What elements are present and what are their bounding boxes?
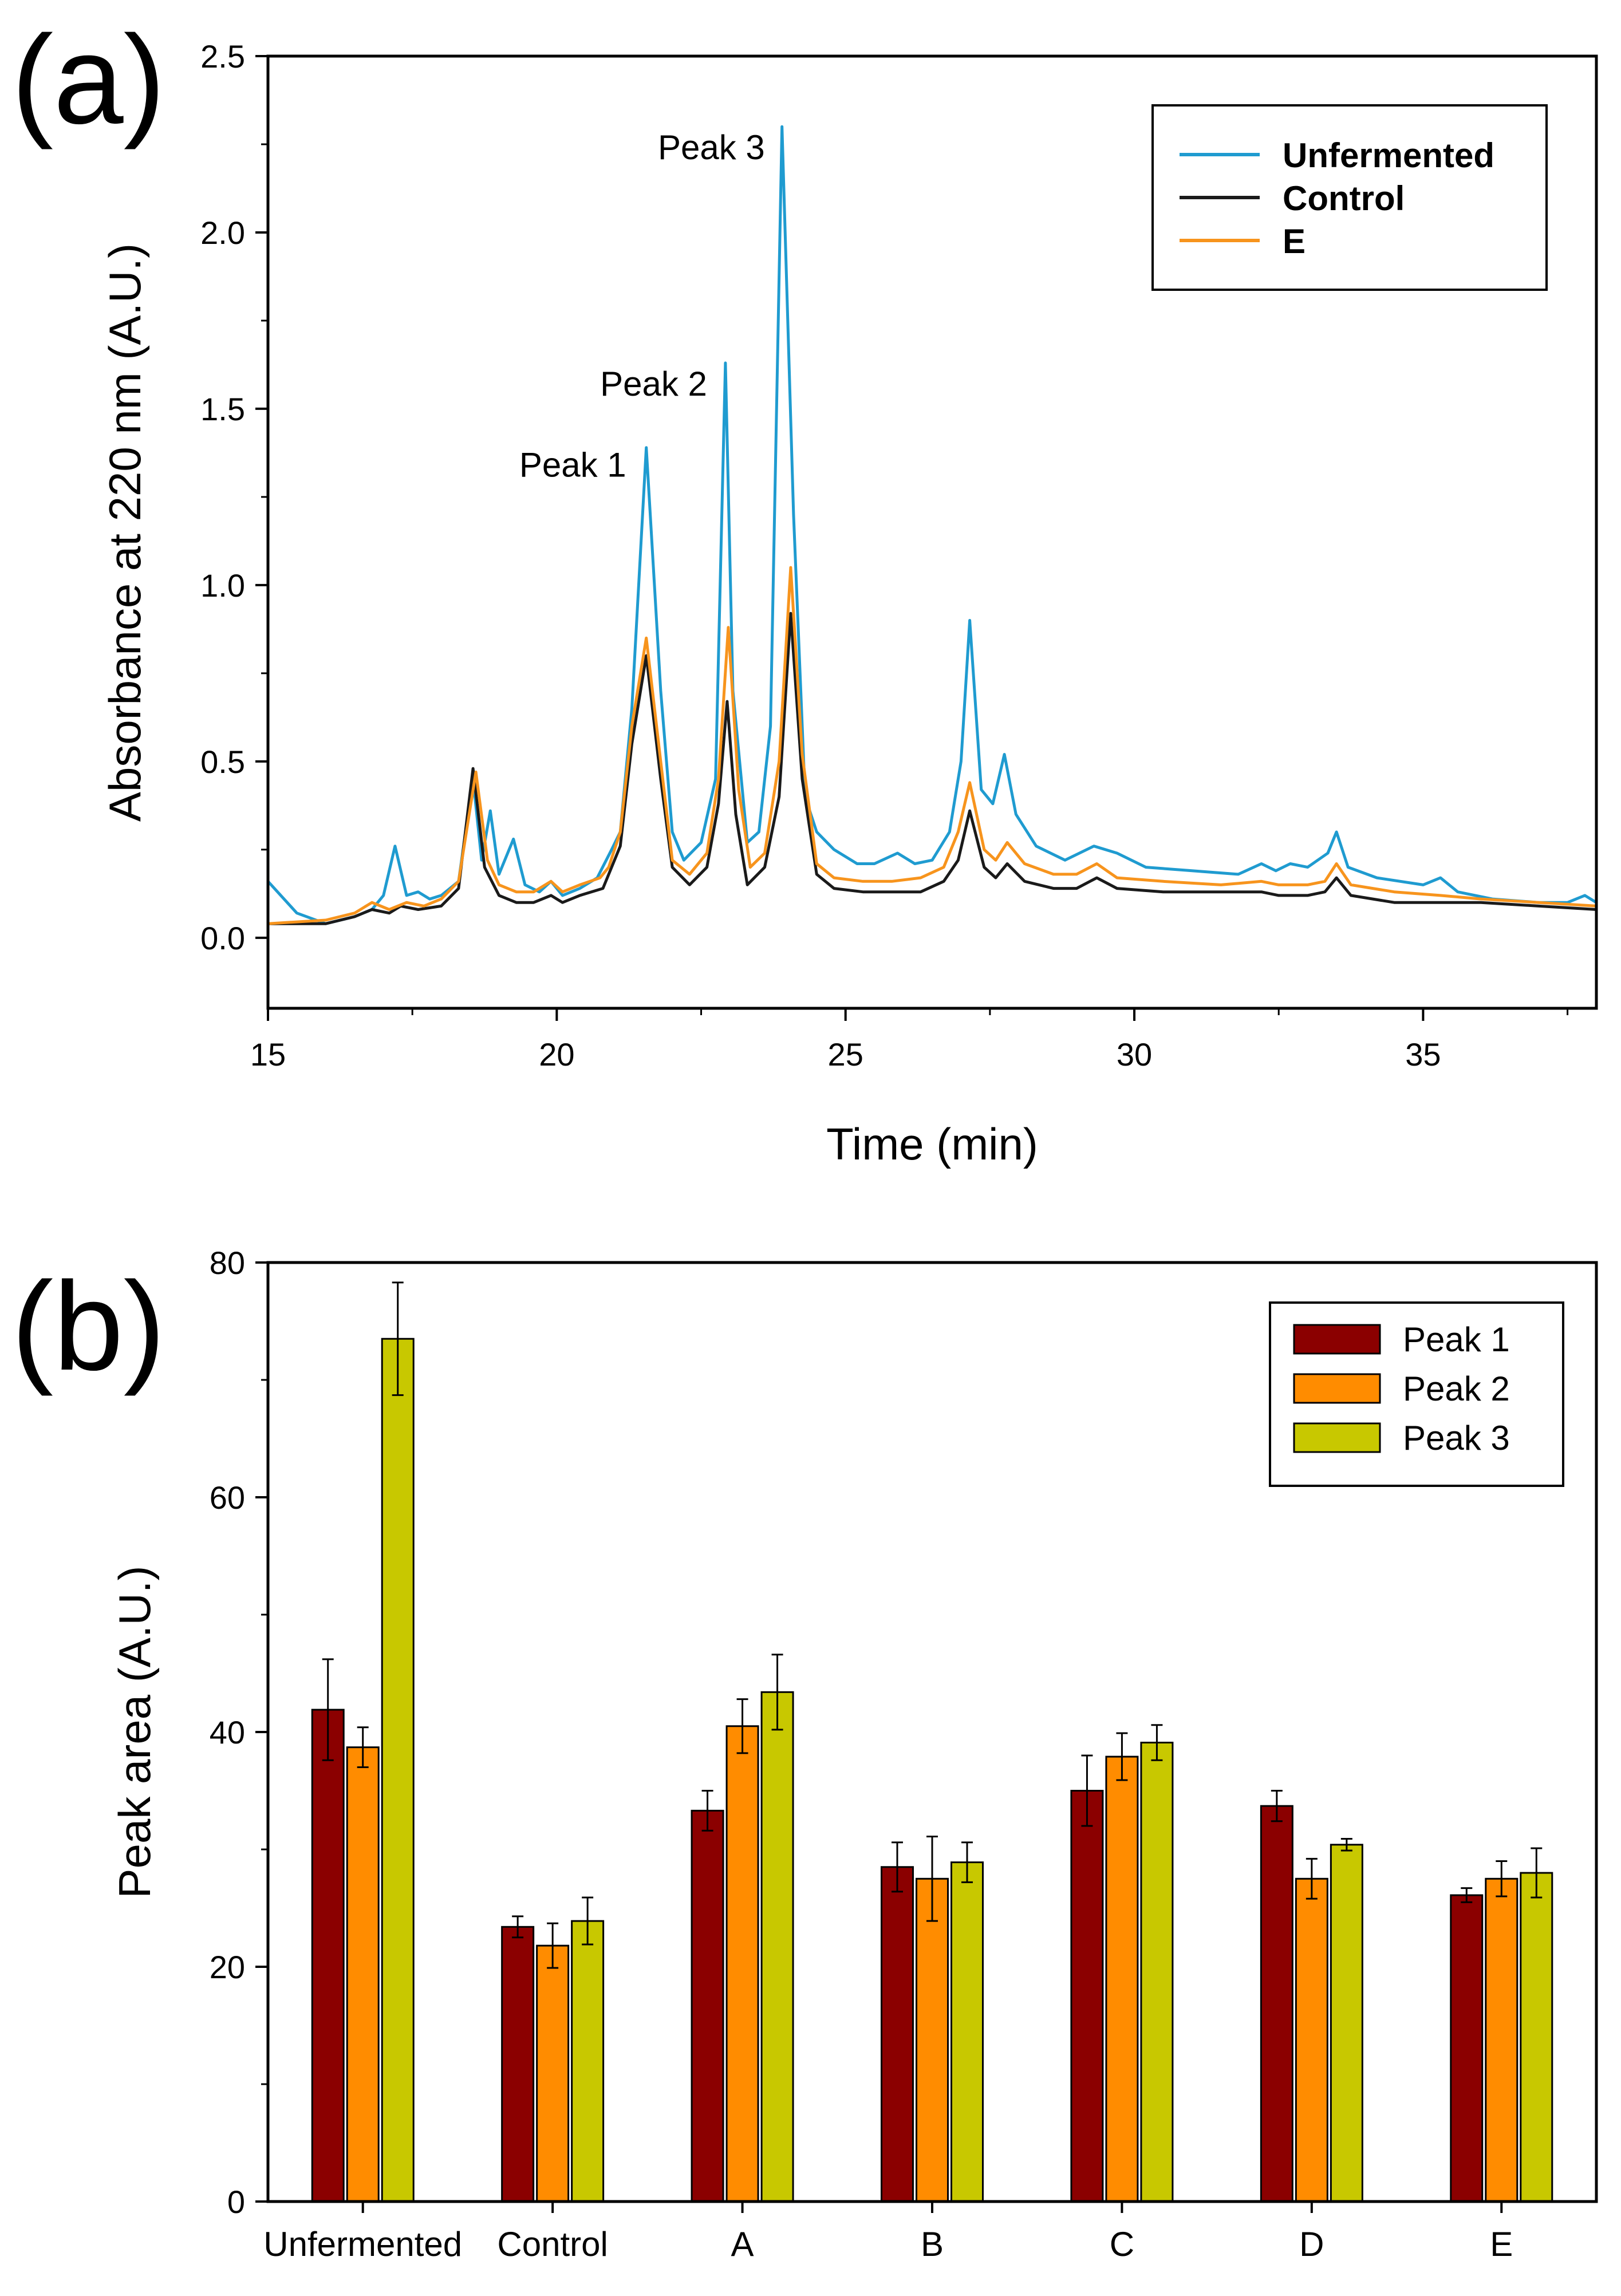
- panel-label-b: (b): [11, 1256, 165, 1396]
- series-line-control: [268, 612, 1597, 925]
- bar-peak-3: [1520, 1872, 1553, 2203]
- bar-peak-1: [881, 1866, 914, 2203]
- legend-label: E: [1283, 222, 1306, 261]
- category-label: B: [921, 2225, 944, 2263]
- bar-peak-2: [346, 1746, 380, 2203]
- bar-peak-2: [1295, 1877, 1328, 2203]
- bar-peak-3: [1330, 1844, 1363, 2203]
- peak-annotations: Peak 1 Peak 2 Peak 3: [519, 128, 765, 484]
- category-label: D: [1299, 2225, 1324, 2263]
- bar-peak-2: [1105, 1755, 1139, 2203]
- x-tick-label: 25: [828, 1036, 863, 1072]
- peak-annotation: Peak 3: [658, 128, 765, 167]
- bar-peak-1: [1260, 1805, 1293, 2203]
- bar-peak-3: [381, 1338, 415, 2203]
- y-tick-label: 0.0: [200, 920, 245, 956]
- chromatogram-lines: [267, 125, 1598, 925]
- legend-label-b: Peak 3: [1403, 1419, 1510, 1457]
- legend-swatch-peak-1: [1293, 1324, 1381, 1355]
- category-label: Control: [497, 2225, 608, 2263]
- peak-annotation: Peak 1: [519, 445, 626, 484]
- series-line-unfermented: [267, 125, 1598, 925]
- x-tick-label: 30: [1117, 1036, 1152, 1072]
- y-tick-label: 1.5: [200, 391, 245, 427]
- bar-panel: (b) Unfermented Control A B C D E 0 20 40 60 80 Pea…: [11, 1245, 1598, 2263]
- y-axis-title-b: Peak area (A.U.): [109, 1566, 160, 1899]
- y-tick-label: 2.0: [200, 215, 245, 251]
- bar-peak-2: [536, 1944, 570, 2203]
- x-tick-label: 20: [539, 1036, 574, 1072]
- bar-peak-3: [1140, 1741, 1174, 2203]
- legend-swatch-peak-2: [1293, 1373, 1381, 1404]
- category-label: C: [1110, 2225, 1134, 2263]
- bar-peak-3: [760, 1691, 794, 2203]
- legend-label: Control: [1283, 179, 1405, 218]
- bar-peak-2: [916, 1877, 949, 2203]
- bar-peak-3: [950, 1861, 984, 2203]
- bar-peak-1: [1450, 1894, 1484, 2203]
- y-axis-title: Absorbance at 220 nm (A.U.): [100, 243, 150, 822]
- y-tick-label-b: 60: [210, 1480, 245, 1516]
- chromatogram-plot-frame: [266, 54, 1598, 1010]
- bar-peak-1: [311, 1709, 345, 2203]
- x-tick-label: 35: [1405, 1036, 1441, 1072]
- panel-label-a: (a): [11, 9, 165, 150]
- category-label: A: [731, 2225, 754, 2263]
- legend-swatch-peak-3: [1293, 1422, 1381, 1453]
- legend-label-b: Peak 2: [1403, 1370, 1510, 1408]
- x-tick-label: 15: [250, 1036, 286, 1072]
- chromatogram-axes: 15 20 25 30 35 0.0 0.5 1.0 1.5 2.0 2.5: [200, 38, 1569, 1072]
- y-tick-label-b: 40: [210, 1714, 245, 1750]
- bar-peak-2: [1485, 1877, 1519, 2203]
- y-tick-label: 2.5: [200, 38, 245, 74]
- category-label: E: [1490, 2225, 1513, 2263]
- y-tick-label-b: 0: [227, 2184, 245, 2220]
- y-tick-label: 1.0: [200, 567, 245, 603]
- peak-annotation: Peak 2: [600, 365, 707, 403]
- bar-axes: Unfermented Control A B C D E 0 20 40 60 80: [210, 1245, 1513, 2263]
- legend-label: Unfermented: [1283, 136, 1494, 175]
- bar-series: [311, 1281, 1553, 2203]
- bar-peak-2: [725, 1725, 759, 2203]
- chromatogram-legend: Unfermented Control E: [1151, 104, 1548, 291]
- y-tick-label-b: 20: [210, 1949, 245, 1985]
- bar-peak-1: [501, 1926, 535, 2203]
- series-line-e: [267, 566, 1597, 925]
- chromatogram-panel: (a) 15 20 25 30 35 0.0 0.5 1.0 1.5 2.0 2.5 Time (m…: [11, 9, 1598, 1169]
- category-label: Unfermented: [263, 2225, 462, 2263]
- legend-label-b: Peak 1: [1403, 1320, 1510, 1359]
- bar-peak-1: [691, 1809, 724, 2203]
- bar-legend: Peak 1 Peak 2 Peak 3: [1269, 1301, 1564, 1487]
- bar-peak-3: [571, 1920, 605, 2203]
- bar-peak-1: [1070, 1790, 1104, 2203]
- x-axis-title: Time (min): [826, 1119, 1038, 1169]
- y-tick-label-b: 80: [210, 1245, 245, 1281]
- y-tick-label: 0.5: [200, 744, 245, 780]
